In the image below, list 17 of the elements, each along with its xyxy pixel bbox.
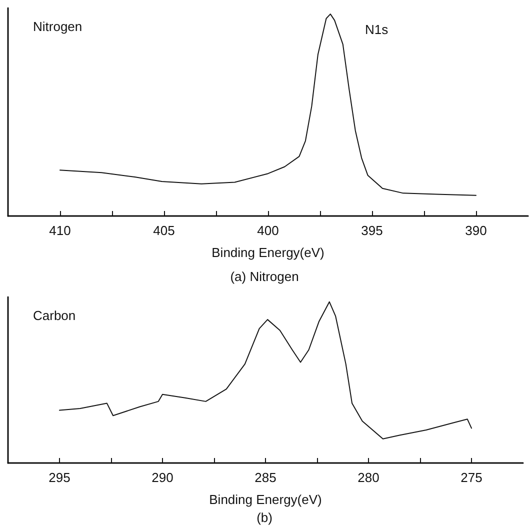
text: (a) Nitrogen bbox=[230, 269, 299, 284]
x-tick-label: 410 bbox=[49, 223, 71, 238]
x-tick-label: 390 bbox=[465, 223, 487, 238]
x-tick-label: 400 bbox=[257, 223, 279, 238]
x-tick-label: 285 bbox=[254, 470, 276, 485]
annotation: Nitrogen bbox=[33, 19, 82, 34]
x-tick-label: 295 bbox=[48, 470, 70, 485]
x-tick-label: 280 bbox=[358, 470, 380, 485]
annotation: N1s bbox=[365, 22, 389, 37]
x-axis-title: Binding Energy(eV) bbox=[212, 245, 324, 260]
x-tick-label: 275 bbox=[460, 470, 482, 485]
x-tick-label: 290 bbox=[152, 470, 174, 485]
x-tick-label: 405 bbox=[153, 223, 175, 238]
x-tick-label: 395 bbox=[361, 223, 383, 238]
annotation: Carbon bbox=[33, 308, 76, 323]
x-axis-title: Binding Energy(eV) bbox=[209, 492, 322, 507]
text: (b) bbox=[256, 510, 272, 525]
